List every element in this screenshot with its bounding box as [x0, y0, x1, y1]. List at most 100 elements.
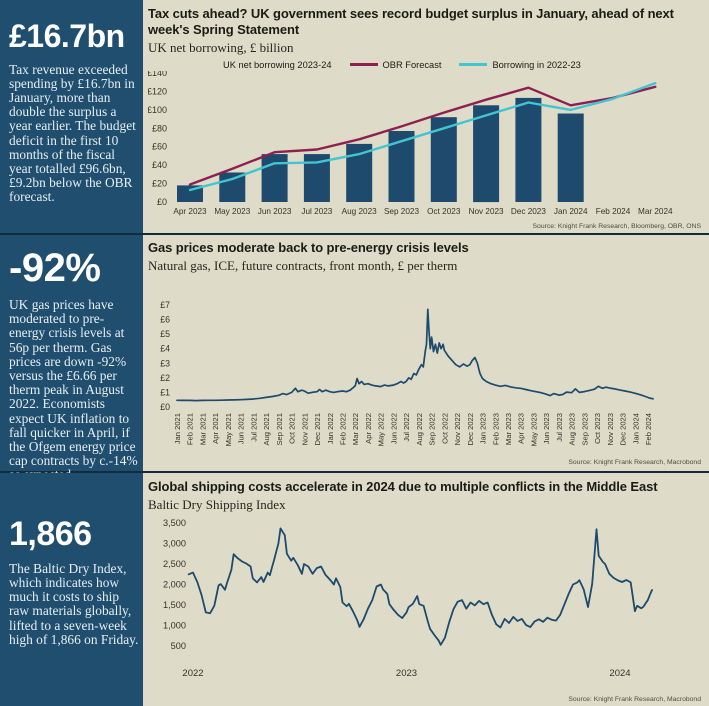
svg-text:Jul 2022: Jul 2022	[402, 413, 411, 442]
svg-text:£7: £7	[160, 300, 170, 310]
svg-text:Aug 2023: Aug 2023	[342, 207, 378, 216]
svg-text:3,500: 3,500	[163, 518, 186, 528]
svg-text:Jun 2023: Jun 2023	[258, 207, 292, 216]
chart-area-net-borrowing: Tax cuts ahead? UK government sees recor…	[143, 0, 709, 233]
svg-text:Sep 2022: Sep 2022	[428, 413, 437, 446]
baltic-dry-chart: 500 1,000 1,500 2,000 2,500 3,000 3,500 2022 202…	[163, 518, 653, 679]
source-note: Source: Knight Frank Research, Macrobond	[568, 459, 701, 466]
svg-text:Oct 2022: Oct 2022	[440, 413, 449, 444]
svg-text:2023: 2023	[396, 668, 417, 679]
stat-value: 1,866	[9, 515, 92, 553]
svg-text:Nov 2023: Nov 2023	[469, 207, 504, 216]
svg-text:2,000: 2,000	[163, 579, 186, 589]
svg-text:£3: £3	[160, 358, 170, 368]
legend-item-net-borrowing: UK net borrowing 2023-24	[182, 60, 332, 70]
svg-text:2022: 2022	[182, 668, 203, 679]
chart-subtitle: Baltic Dry Shipping Index	[148, 496, 286, 512]
source-note: Source: Knight Frank Research, Macrobond	[568, 696, 701, 703]
legend-label: OBR Forecast	[382, 59, 442, 70]
svg-text:3,000: 3,000	[163, 538, 186, 548]
svg-text:Nov 2021: Nov 2021	[300, 413, 309, 446]
gas-price-chart: £0 £1 £2 £3 £4 £5 £6 £7 Jan 2021 Feb 2021 Mar 2021…	[160, 300, 654, 446]
svg-text:£20: £20	[152, 178, 167, 188]
svg-text:Jan 2024: Jan 2024	[554, 207, 588, 216]
svg-text:Jan 2024: Jan 2024	[631, 413, 640, 444]
svg-text:Sep 2023: Sep 2023	[384, 207, 420, 216]
chart-area-baltic-dry: Global shipping costs accelerate in 2024…	[143, 473, 709, 706]
svg-text:£6: £6	[160, 314, 170, 324]
svg-text:2,500: 2,500	[163, 559, 186, 569]
svg-text:£0: £0	[160, 402, 170, 412]
stat-value: -92%	[9, 246, 101, 290]
svg-text:Dec 2023: Dec 2023	[511, 207, 546, 216]
svg-text:Feb 2022: Feb 2022	[338, 413, 347, 445]
svg-text:Aug 2022: Aug 2022	[415, 413, 424, 446]
svg-text:Jan 2023: Jan 2023	[479, 413, 488, 444]
svg-text:May 2021: May 2021	[224, 413, 233, 446]
svg-text:Jul 2023: Jul 2023	[555, 413, 564, 442]
panel-net-borrowing: £16.7bn Tax revenue exceeded spending by…	[0, 0, 709, 235]
svg-text:£100: £100	[148, 105, 167, 115]
svg-text:Apr 2021: Apr 2021	[211, 413, 220, 444]
svg-text:Feb 2024: Feb 2024	[596, 207, 631, 216]
svg-text:Jun 2022: Jun 2022	[389, 413, 398, 444]
stat-value: £16.7bn	[9, 18, 125, 54]
svg-text:Apr 2022: Apr 2022	[364, 413, 373, 444]
chart-title: Gas prices moderate back to pre-energy c…	[148, 240, 469, 255]
stat-description: Tax revenue exceeded spending by £16.7bn…	[9, 61, 136, 205]
svg-text:Oct 2021: Oct 2021	[288, 413, 297, 444]
svg-text:£1: £1	[160, 387, 170, 397]
net-borrowing-chart: £0 £20 £40 £60 £80 £100 £120 £140 Apr 2023 May 20…	[148, 71, 673, 216]
svg-text:£5: £5	[160, 329, 170, 339]
svg-text:Feb 2021: Feb 2021	[186, 413, 195, 445]
svg-text:Nov 2023: Nov 2023	[606, 413, 615, 446]
legend-item-2022-23: Borrowing in 2022-23	[459, 59, 581, 70]
stat-description: The Baltic Dry Index, which indicates ho…	[9, 560, 139, 647]
legend-item-obr-forecast: OBR Forecast	[349, 59, 442, 70]
svg-text:Jun 2021: Jun 2021	[237, 413, 246, 444]
legend-label: Borrowing in 2022-23	[492, 59, 581, 70]
svg-text:Oct 2023: Oct 2023	[593, 413, 602, 444]
source-note: Source: Knight Frank Research, Bloomberg…	[532, 223, 701, 230]
svg-text:Dec 2022: Dec 2022	[466, 413, 475, 446]
svg-text:Jul 2023: Jul 2023	[301, 207, 332, 216]
chart-legend: UK net borrowing 2023-24 OBR Forecast Bo…	[182, 60, 709, 70]
svg-text:May 2023: May 2023	[214, 207, 250, 216]
svg-text:Aug 2021: Aug 2021	[262, 413, 271, 446]
svg-text:£2: £2	[160, 373, 170, 383]
svg-text:Jan 2022: Jan 2022	[326, 413, 335, 444]
svg-text:Mar 2023: Mar 2023	[504, 413, 513, 445]
svg-text:Mar 2024: Mar 2024	[638, 207, 673, 216]
line-swatch-icon	[349, 63, 378, 67]
stat-description: UK gas prices have moderated to pre-ener…	[9, 297, 138, 482]
bar-swatch-icon	[182, 60, 218, 69]
chart-subtitle: Natural gas, ICE, future contracts, fron…	[148, 257, 458, 273]
svg-text:2024: 2024	[609, 668, 630, 679]
svg-text:£80: £80	[152, 123, 167, 133]
svg-text:Feb 2024: Feb 2024	[644, 413, 653, 445]
svg-text:500: 500	[171, 641, 186, 651]
panel-gas-prices: -92% UK gas prices have moderated to pre…	[0, 235, 709, 482]
svg-text:May 2023: May 2023	[529, 413, 538, 446]
svg-text:Apr 2023: Apr 2023	[173, 207, 207, 216]
sidebar-gas-prices: -92% UK gas prices have moderated to pre…	[0, 235, 143, 482]
svg-text:£4: £4	[160, 344, 170, 354]
svg-text:Sep 2021: Sep 2021	[275, 413, 284, 446]
svg-text:Mar 2021: Mar 2021	[198, 413, 207, 445]
svg-text:Jul 2021: Jul 2021	[249, 413, 258, 442]
svg-text:£120: £120	[148, 86, 167, 96]
svg-text:Aug 2023: Aug 2023	[568, 413, 577, 446]
chart-title: Tax cuts ahead? UK government sees recor…	[148, 6, 674, 37]
svg-text:Mar 2022: Mar 2022	[351, 413, 360, 445]
legend-label: UK net borrowing 2023-24	[223, 59, 332, 70]
svg-text:Feb 2023: Feb 2023	[491, 413, 500, 445]
svg-text:£40: £40	[152, 160, 167, 170]
svg-text:1,000: 1,000	[163, 620, 186, 630]
svg-text:£140: £140	[148, 71, 167, 78]
chart-area-gas-prices: Gas prices moderate back to pre-energy c…	[143, 235, 709, 471]
panel-baltic-dry: 1,866 The Baltic Dry Index, which indica…	[0, 473, 709, 706]
svg-text:Sep 2023: Sep 2023	[580, 413, 589, 446]
svg-text:Jun 2023: Jun 2023	[542, 413, 551, 444]
svg-text:Apr 2023: Apr 2023	[517, 413, 526, 444]
